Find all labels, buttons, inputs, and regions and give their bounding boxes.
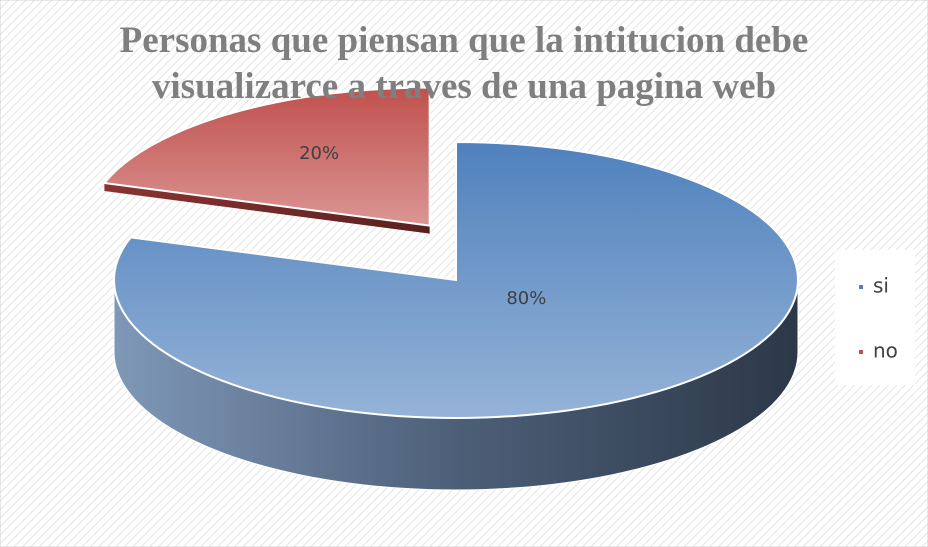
legend-box bbox=[835, 250, 915, 385]
chart-title: Personas que piensan que la intitucion d… bbox=[119, 20, 809, 107]
pie-slice-side bbox=[104, 182, 430, 234]
legend-label: si bbox=[873, 274, 889, 298]
data-label: 20% bbox=[299, 143, 339, 164]
legend-swatch bbox=[859, 350, 863, 354]
legend-label: no bbox=[873, 339, 898, 363]
legend-swatch bbox=[859, 285, 863, 289]
pie-slice bbox=[102, 86, 431, 227]
data-label: 80% bbox=[506, 288, 546, 309]
pie-slice bbox=[113, 140, 799, 420]
